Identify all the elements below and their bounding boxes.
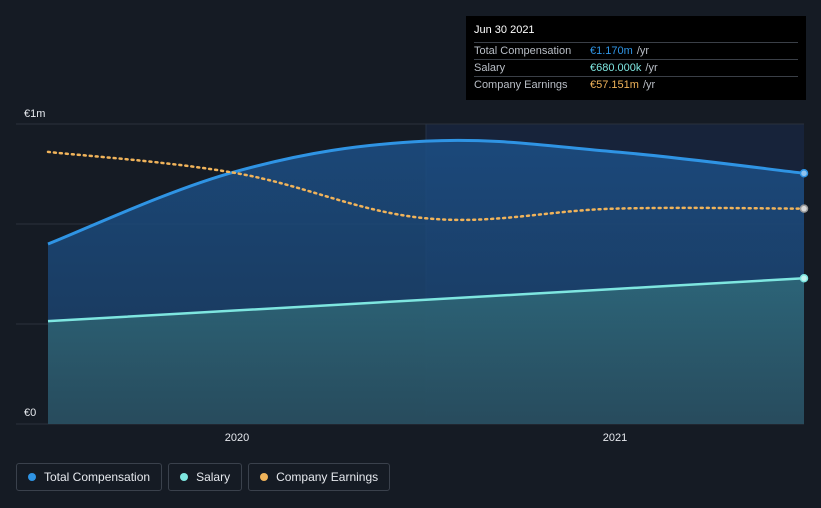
tooltip-value: €680.000k: [590, 62, 642, 74]
legend-item-company-earnings[interactable]: Company Earnings: [248, 463, 391, 491]
y-axis-label-bottom: €0: [24, 407, 36, 419]
tooltip-value: €57.151m: [590, 79, 639, 91]
legend: Total Compensation Salary Company Earnin…: [16, 463, 391, 491]
x-tick-label: 2021: [603, 432, 627, 444]
legend-dot-icon: [180, 473, 189, 481]
x-tick-label: 2020: [225, 432, 249, 444]
tooltip-row-total-compensation: Total Compensation €1.170m /yr: [474, 42, 798, 59]
tooltip-label: Total Compensation: [474, 45, 572, 57]
salary-line: [47, 277, 805, 323]
legend-label: Total Compensation: [44, 470, 151, 484]
tooltip-label: Company Earnings: [474, 79, 568, 91]
legend-dot-icon: [260, 473, 269, 481]
tooltip-unit: /yr: [645, 62, 658, 74]
tooltip-value: €1.170m: [590, 45, 633, 57]
tooltip-date: Jun 30 2021: [474, 24, 535, 36]
tooltip-unit: /yr: [642, 79, 656, 91]
salary-area: [48, 278, 804, 424]
total-compensation-marker: [799, 169, 809, 178]
legend-item-total-compensation[interactable]: Total Compensation: [16, 463, 163, 491]
legend-label: Company Earnings: [276, 470, 379, 484]
tooltip-label: Salary: [474, 62, 506, 74]
company-earnings-line: [46, 150, 806, 222]
salary-marker: [799, 274, 809, 283]
tooltip-row-company-earnings: Company Earnings €57.151m /yr: [474, 76, 798, 93]
tooltip-unit: /yr: [636, 45, 650, 57]
y-axis-label-top: €1m: [24, 108, 45, 120]
tooltip-row-salary: Salary €680.000k /yr: [474, 59, 798, 76]
legend-label: Salary: [196, 470, 231, 484]
legend-dot-icon: [28, 473, 36, 481]
legend-item-salary[interactable]: Salary: [168, 463, 243, 491]
total-compensation-line: [47, 138, 805, 246]
company-earnings-marker: [799, 204, 809, 213]
tooltip: Jun 30 2021 Total Compensation €1.170m /…: [466, 16, 806, 100]
